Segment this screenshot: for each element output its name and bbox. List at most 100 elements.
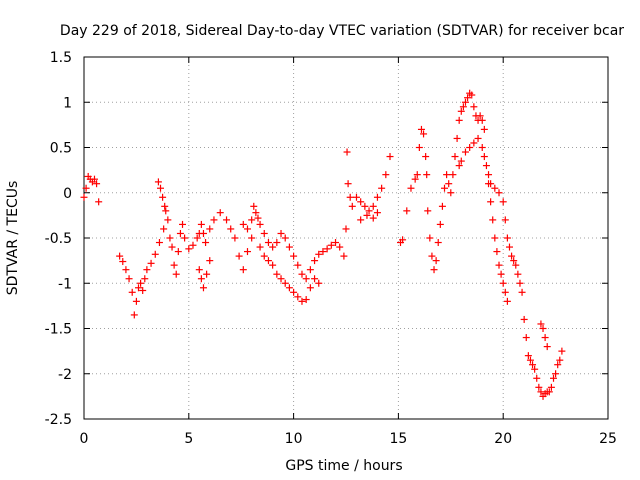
data-point-marker (476, 112, 484, 120)
data-point-marker (499, 198, 507, 206)
data-point-marker (556, 356, 564, 364)
data-point-marker (344, 180, 352, 188)
data-point-marker (524, 352, 532, 360)
data-point-marker (343, 148, 351, 156)
data-point-marker (311, 257, 319, 265)
data-point-marker (336, 243, 344, 251)
data-point-marker (422, 153, 430, 161)
data-point-marker (281, 279, 289, 287)
data-point-marker (361, 202, 369, 210)
data-point-marker (495, 189, 503, 197)
data-point-marker (478, 144, 486, 151)
data-point-marker (529, 361, 537, 369)
data-point-marker (426, 234, 434, 242)
data-point-marker (535, 383, 543, 391)
data-point-marker (294, 293, 302, 301)
data-point-marker (298, 297, 306, 305)
data-point-marker (248, 234, 256, 242)
data-point-marker (323, 245, 331, 253)
data-point-marker (155, 239, 163, 247)
y-tick-label: -1 (58, 276, 72, 292)
data-point-marker (179, 220, 187, 228)
data-point-marker (365, 207, 373, 215)
y-tick-label: -2.5 (45, 412, 72, 428)
data-point-marker (510, 257, 518, 265)
y-tick-label: -2 (58, 367, 72, 383)
data-point-marker (290, 252, 298, 260)
data-point-marker (134, 284, 142, 292)
data-point-marker (487, 180, 495, 188)
data-point-marker (403, 207, 411, 215)
x-tick-label: 10 (285, 431, 303, 447)
data-point-marker (373, 209, 381, 217)
data-point-marker (95, 198, 103, 206)
chart-title: Day 229 of 2018, Sidereal Day-to-day VTE… (60, 23, 624, 39)
data-point-marker (503, 234, 511, 242)
data-point-marker (457, 157, 465, 165)
data-point-marker (501, 216, 509, 224)
data-point-marker (485, 171, 493, 179)
data-point-marker (193, 234, 201, 242)
data-point-marker (157, 184, 165, 192)
data-point-marker (480, 125, 488, 133)
data-point-marker (302, 296, 310, 304)
data-point-marker (199, 229, 207, 237)
data-point-marker (189, 241, 197, 249)
data-point-marker (260, 229, 268, 237)
data-point-marker (306, 284, 314, 292)
data-point-marker (537, 388, 545, 396)
data-point-marker (206, 257, 214, 265)
data-point-marker (315, 279, 323, 287)
data-point-marker (357, 216, 365, 224)
data-point-marker (497, 270, 505, 278)
data-point-marker (210, 216, 218, 224)
data-point-marker (235, 252, 243, 260)
data-point-marker (243, 225, 251, 233)
data-point-marker (342, 225, 350, 233)
data-point-marker (269, 243, 277, 251)
y-tick-label: -0.5 (45, 231, 72, 247)
data-point-marker (147, 259, 155, 267)
data-point-marker (480, 153, 488, 161)
data-point-marker (281, 234, 289, 242)
data-point-marker (531, 365, 539, 373)
data-point-marker (93, 180, 101, 188)
data-point-marker (436, 220, 444, 228)
data-point-marker (206, 225, 214, 233)
data-point-marker (151, 250, 159, 258)
data-point-marker (332, 239, 340, 247)
data-point-marker (125, 275, 133, 283)
data-point-marker (227, 225, 235, 233)
data-point-marker (202, 239, 210, 247)
data-point-marker (357, 198, 365, 206)
data-point-marker (250, 202, 258, 210)
data-point-marker (420, 130, 428, 138)
data-point-marker (239, 266, 247, 274)
data-point-marker (264, 257, 272, 265)
data-point-marker (319, 248, 327, 256)
data-point-marker (348, 202, 356, 210)
data-point-marker (306, 266, 314, 274)
data-point-marker (432, 257, 440, 265)
data-point-marker (119, 258, 127, 266)
data-point-marker (256, 220, 264, 228)
data-point-marker (470, 103, 478, 111)
data-point-marker (172, 270, 180, 278)
data-point-marker (489, 216, 497, 224)
data-point-marker (181, 234, 189, 242)
data-point-marker (508, 252, 516, 260)
data-point-marker (373, 193, 381, 201)
data-point-marker (493, 248, 501, 256)
data-point-marker (453, 134, 461, 142)
data-point-marker (128, 288, 136, 296)
y-tick-label: 1.5 (50, 50, 72, 66)
data-point-marker (382, 171, 390, 179)
data-point-marker (260, 252, 268, 260)
data-point-marker (552, 370, 560, 378)
data-point-marker (159, 193, 167, 201)
data-point-marker (164, 216, 172, 224)
data-point-marker (298, 270, 306, 278)
data-point-marker (199, 284, 207, 292)
data-point-marker (501, 288, 509, 296)
data-point-marker (541, 334, 549, 342)
